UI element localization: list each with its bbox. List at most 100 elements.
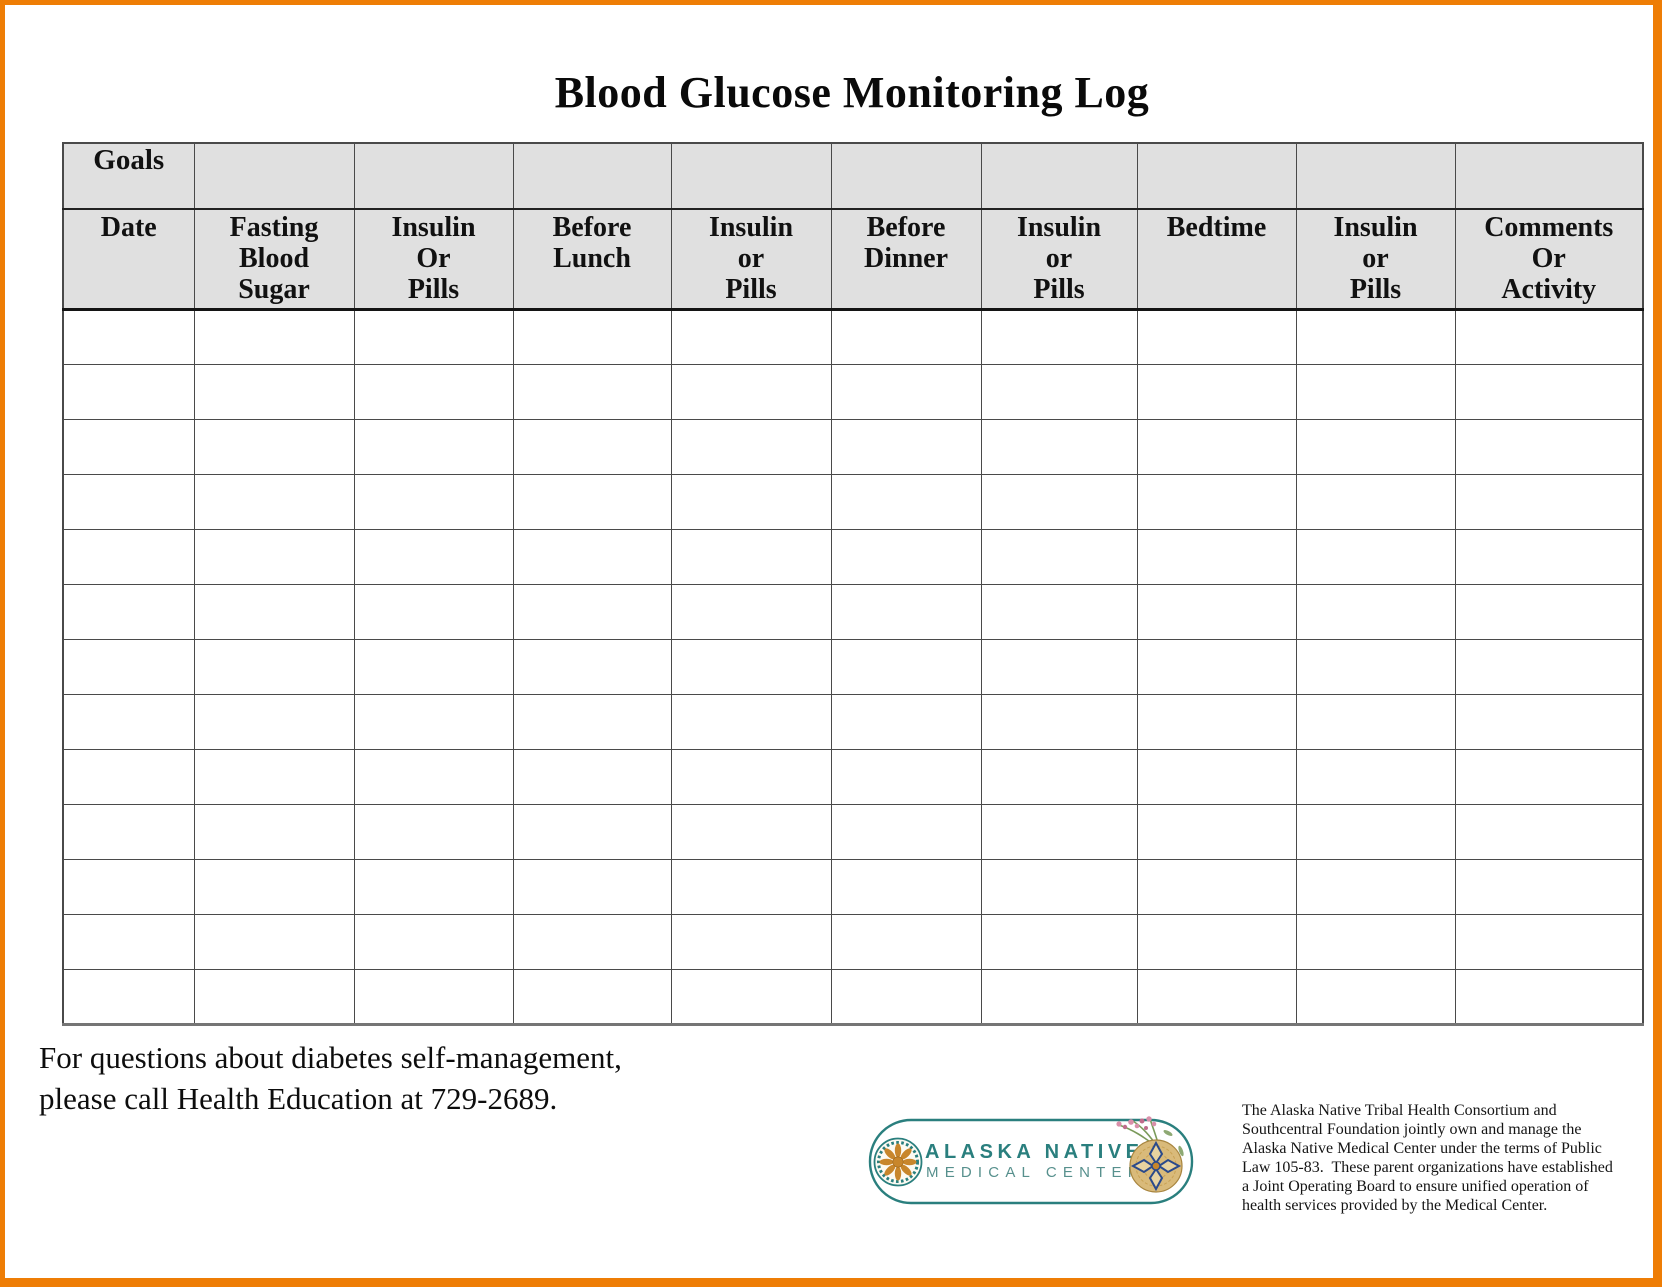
empty-cell bbox=[980, 639, 1138, 695]
empty-cell bbox=[1454, 804, 1644, 860]
empty-cell bbox=[1136, 804, 1297, 860]
empty-cell bbox=[670, 804, 832, 860]
empty-cell bbox=[512, 474, 672, 530]
empty-cell bbox=[670, 364, 832, 420]
empty-cell bbox=[1454, 694, 1644, 750]
empty-cell bbox=[193, 364, 355, 420]
column-header-insulin-or-pills-3: Insulin or Pills bbox=[980, 208, 1138, 311]
glucose-log-table: Goals Date Fasting Blood Sugar Insulin O… bbox=[62, 142, 1644, 1026]
column-header-fasting-blood-sugar: Fasting Blood Sugar bbox=[193, 208, 355, 311]
empty-cell bbox=[353, 309, 514, 365]
empty-cell bbox=[353, 694, 514, 750]
dancer-emblem-icon bbox=[873, 1137, 923, 1187]
empty-cell bbox=[830, 914, 982, 970]
empty-cell bbox=[62, 804, 195, 860]
empty-cell bbox=[980, 474, 1138, 530]
empty-log-row bbox=[62, 529, 1644, 585]
empty-cell bbox=[830, 474, 982, 530]
empty-cell bbox=[830, 969, 982, 1026]
ownership-disclaimer: The Alaska Native Tribal Health Consorti… bbox=[1242, 1102, 1613, 1214]
empty-cell bbox=[62, 859, 195, 915]
goals-cell bbox=[980, 142, 1138, 210]
empty-cell bbox=[1295, 969, 1456, 1026]
empty-cell bbox=[1136, 639, 1297, 695]
empty-cell bbox=[1295, 914, 1456, 970]
empty-cell bbox=[670, 474, 832, 530]
empty-cell bbox=[353, 364, 514, 420]
empty-cell bbox=[353, 639, 514, 695]
empty-cell bbox=[62, 749, 195, 805]
empty-cell bbox=[1295, 529, 1456, 585]
empty-cell bbox=[1454, 859, 1644, 915]
empty-cell bbox=[1454, 969, 1644, 1026]
empty-cell bbox=[830, 694, 982, 750]
goals-cell bbox=[1295, 142, 1456, 210]
empty-cell bbox=[62, 969, 195, 1026]
empty-cell bbox=[670, 419, 832, 475]
empty-log-row bbox=[62, 309, 1644, 365]
empty-cell bbox=[1295, 804, 1456, 860]
empty-cell bbox=[670, 859, 832, 915]
empty-cell bbox=[1136, 474, 1297, 530]
empty-cell bbox=[980, 804, 1138, 860]
goals-cell bbox=[670, 142, 832, 210]
logo-title: ALASKA NATIVE bbox=[925, 1141, 1144, 1163]
empty-cell bbox=[1295, 584, 1456, 640]
empty-cell bbox=[512, 914, 672, 970]
empty-cell bbox=[980, 584, 1138, 640]
empty-cell bbox=[670, 749, 832, 805]
empty-cell bbox=[353, 529, 514, 585]
empty-cell bbox=[353, 914, 514, 970]
column-header-bedtime: Bedtime bbox=[1136, 208, 1297, 311]
empty-cell bbox=[353, 474, 514, 530]
column-header-insulin-or-pills-1: Insulin Or Pills bbox=[353, 208, 514, 311]
empty-cell bbox=[830, 364, 982, 420]
column-header-insulin-or-pills-4: Insulin or Pills bbox=[1295, 208, 1456, 311]
empty-cell bbox=[1136, 364, 1297, 420]
empty-cell bbox=[62, 419, 195, 475]
empty-cell bbox=[1136, 914, 1297, 970]
empty-log-row bbox=[62, 364, 1644, 420]
empty-cell bbox=[980, 969, 1138, 1026]
empty-cell bbox=[512, 529, 672, 585]
empty-cell bbox=[62, 364, 195, 420]
empty-cell bbox=[512, 969, 672, 1026]
empty-cell bbox=[980, 309, 1138, 365]
goals-label: Goals bbox=[62, 142, 195, 210]
empty-log-row bbox=[62, 474, 1644, 530]
empty-cell bbox=[980, 859, 1138, 915]
empty-cell bbox=[1136, 859, 1297, 915]
empty-cell bbox=[193, 419, 355, 475]
empty-cell bbox=[62, 584, 195, 640]
goals-cell bbox=[193, 142, 355, 210]
empty-cell bbox=[512, 749, 672, 805]
logo-pill-border bbox=[868, 1118, 1194, 1205]
empty-log-row bbox=[62, 859, 1644, 915]
questions-note: For questions about diabetes self-manage… bbox=[39, 1040, 622, 1116]
empty-cell bbox=[1454, 584, 1644, 640]
empty-cell bbox=[353, 859, 514, 915]
empty-cell bbox=[193, 639, 355, 695]
empty-cell bbox=[1454, 474, 1644, 530]
empty-cell bbox=[1454, 749, 1644, 805]
empty-cell bbox=[193, 969, 355, 1026]
empty-cell bbox=[1295, 749, 1456, 805]
empty-log-row bbox=[62, 749, 1644, 805]
empty-cell bbox=[980, 364, 1138, 420]
empty-cell bbox=[353, 419, 514, 475]
empty-cell bbox=[512, 419, 672, 475]
empty-cell bbox=[62, 309, 195, 365]
empty-cell bbox=[193, 804, 355, 860]
page-title: Blood Glucose Monitoring Log bbox=[554, 68, 1150, 117]
empty-log-row bbox=[62, 694, 1644, 750]
empty-cell bbox=[670, 694, 832, 750]
empty-cell bbox=[193, 859, 355, 915]
empty-cell bbox=[830, 804, 982, 860]
column-header-insulin-or-pills-2: Insulin or Pills bbox=[670, 208, 832, 311]
empty-cell bbox=[1295, 639, 1456, 695]
empty-cell bbox=[512, 639, 672, 695]
empty-cell bbox=[1136, 694, 1297, 750]
empty-cell bbox=[830, 639, 982, 695]
empty-cell bbox=[353, 804, 514, 860]
column-header-comments-or-activity: Comments Or Activity bbox=[1454, 208, 1644, 311]
